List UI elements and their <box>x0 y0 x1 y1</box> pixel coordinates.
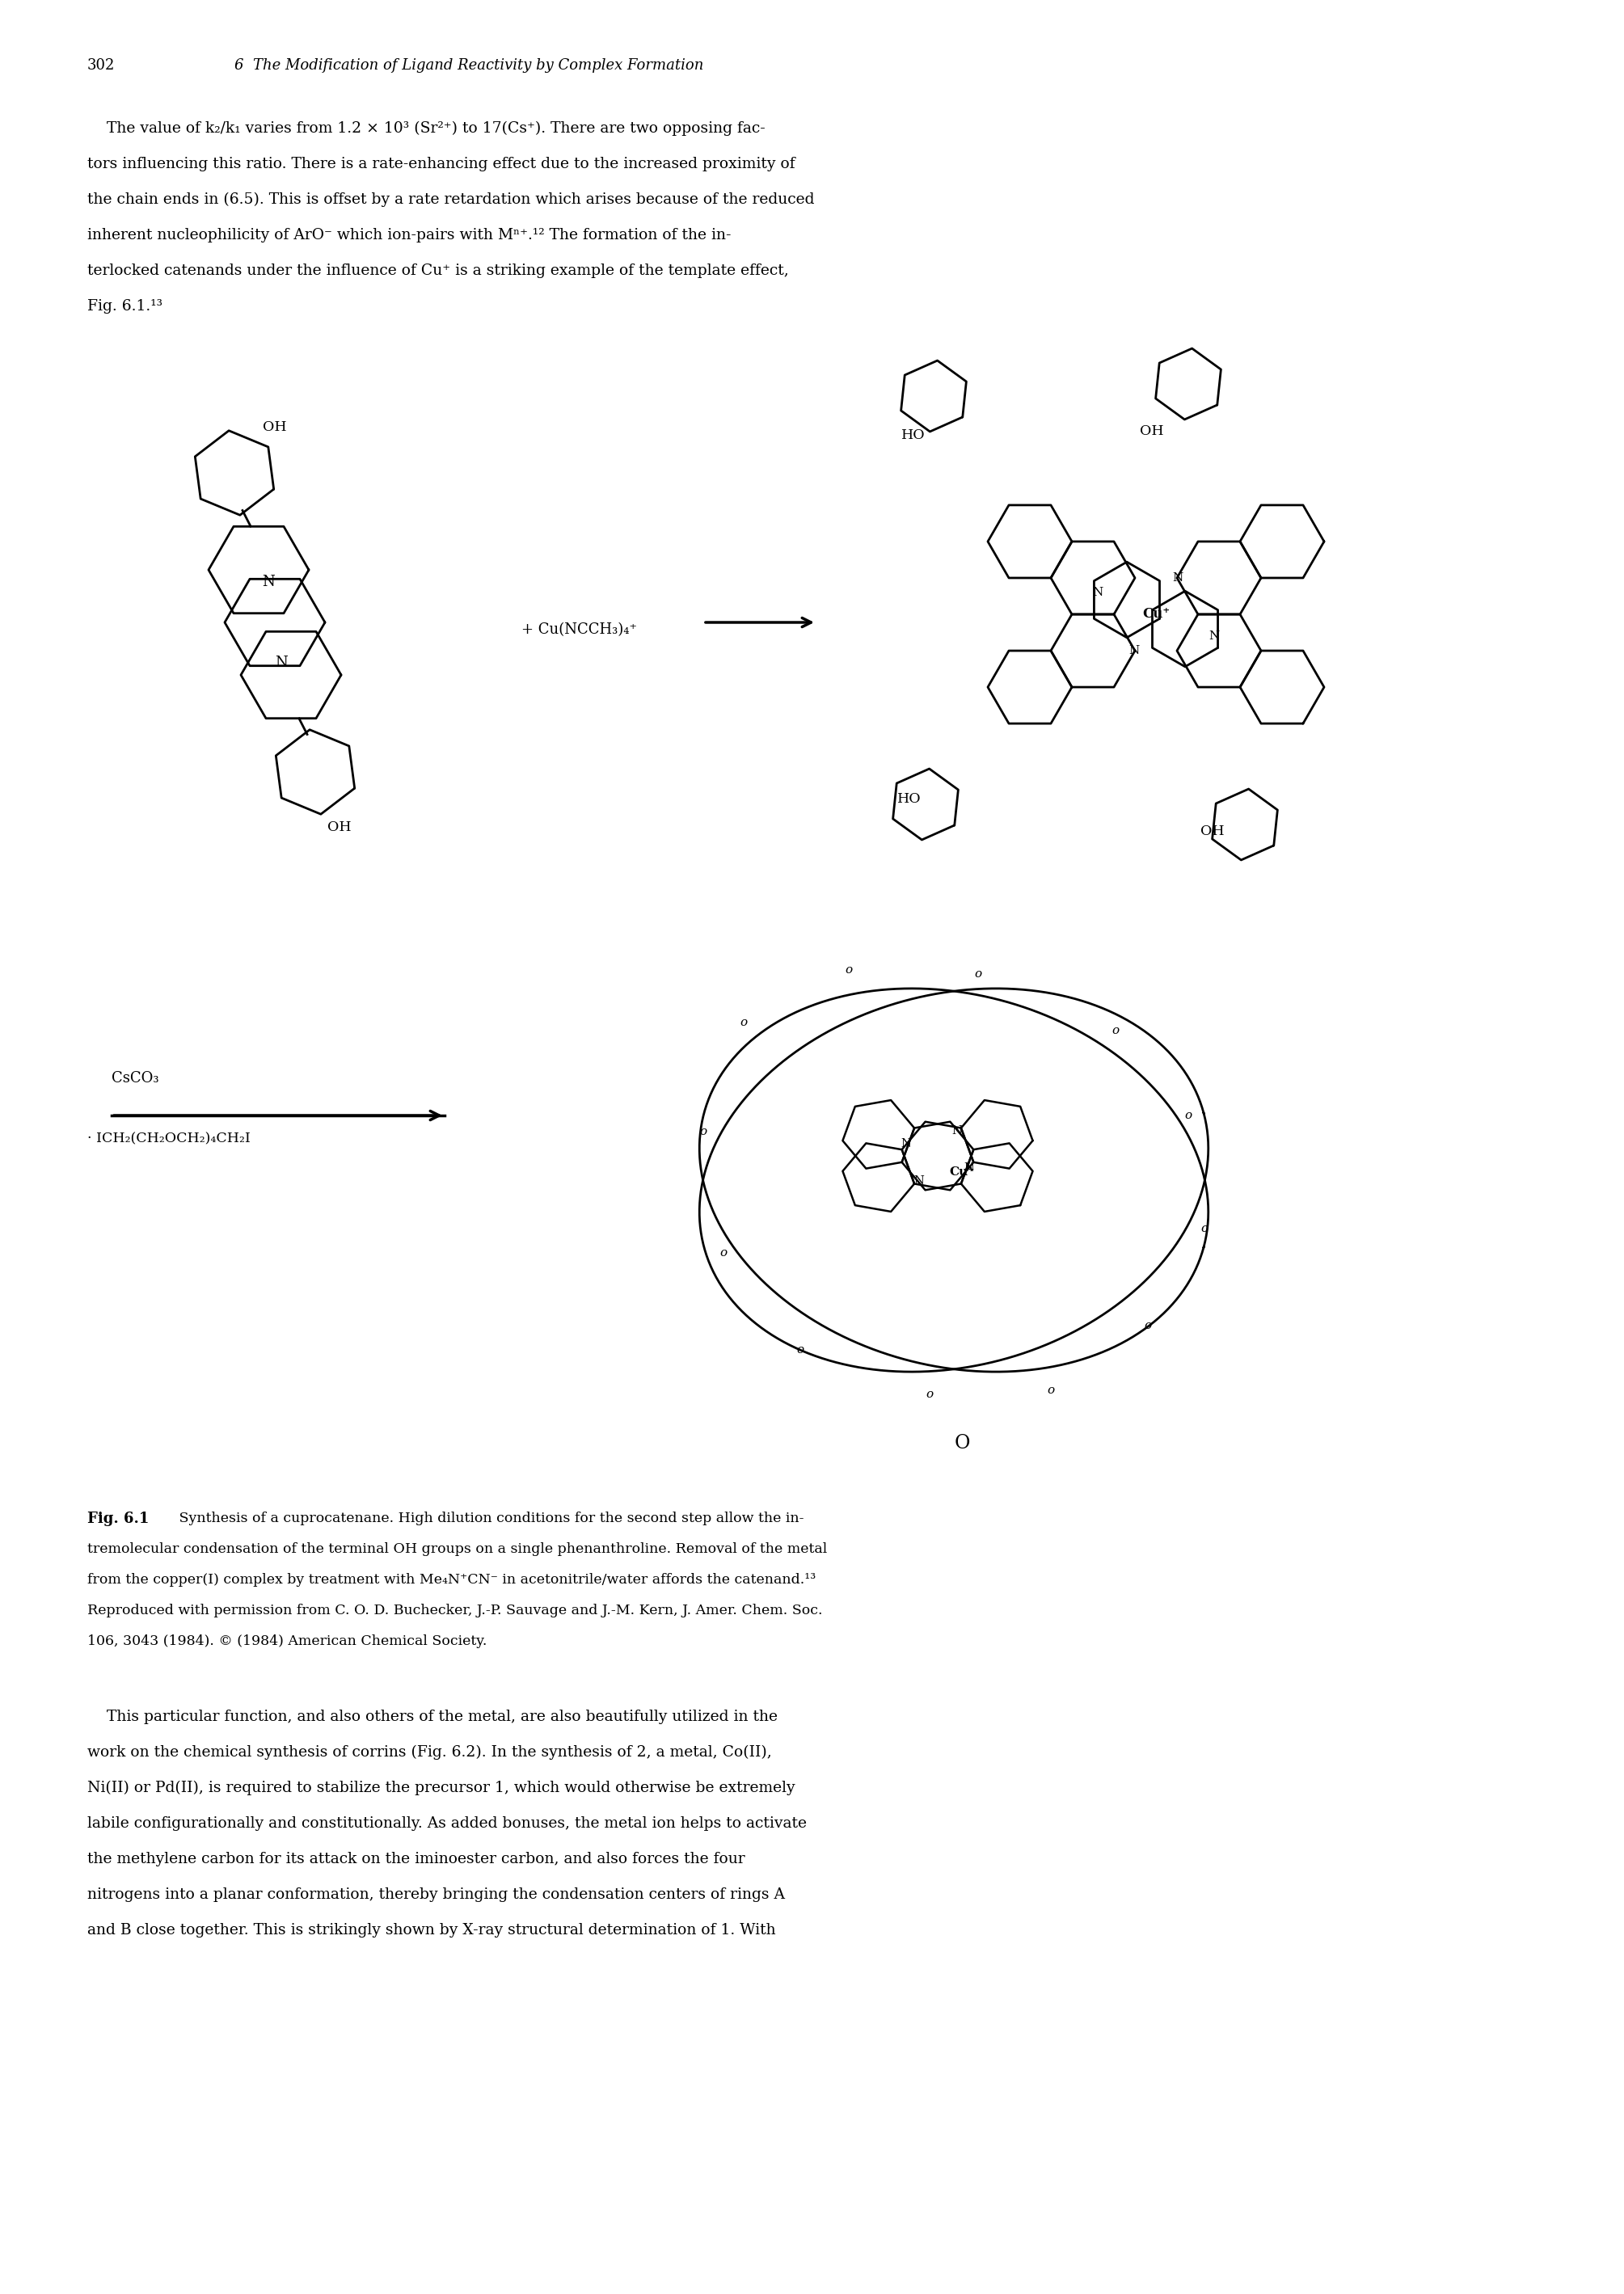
Text: o: o <box>741 1016 747 1028</box>
Text: N: N <box>261 576 274 590</box>
Text: Reproduced with permission from C. O. D. Buchecker, J.-P. Sauvage and J.-M. Kern: Reproduced with permission from C. O. D.… <box>88 1604 822 1617</box>
Text: The value of k₂/k₁ varies from 1.2 × 10³ (Sr²⁺) to 17(Cs⁺). There are two opposi: The value of k₂/k₁ varies from 1.2 × 10³… <box>88 122 765 135</box>
Text: terlocked catenands under the influence of Cu⁺ is a striking example of the temp: terlocked catenands under the influence … <box>88 264 789 278</box>
Text: tors influencing this ratio. There is a rate-enhancing effect due to the increas: tors influencing this ratio. There is a … <box>88 156 796 172</box>
Text: OH: OH <box>1140 424 1164 438</box>
Text: N: N <box>965 1163 974 1175</box>
Text: + Cu(NCCH₃)₄⁺: + Cu(NCCH₃)₄⁺ <box>521 622 637 638</box>
Text: · ICH₂(CH₂OCH₂)₄CH₂I: · ICH₂(CH₂OCH₂)₄CH₂I <box>88 1131 250 1145</box>
Text: N: N <box>1173 571 1184 583</box>
Text: tremolecular condensation of the terminal OH groups on a single phenanthroline. : tremolecular condensation of the termina… <box>88 1542 827 1555</box>
Text: inherent nucleophilicity of ArO⁻ which ion-pairs with Mⁿ⁺.¹² The formation of th: inherent nucleophilicity of ArO⁻ which i… <box>88 227 731 243</box>
Text: O: O <box>953 1434 970 1452</box>
Text: CsCO₃: CsCO₃ <box>112 1071 159 1085</box>
Text: labile configurationally and constitutionally. As added bonuses, the metal ion h: labile configurationally and constitutio… <box>88 1817 807 1831</box>
Text: HO: HO <box>898 791 921 805</box>
Text: o: o <box>1112 1025 1119 1037</box>
Text: HO: HO <box>901 429 926 443</box>
Text: OH: OH <box>263 420 287 434</box>
Text: o: o <box>797 1344 804 1356</box>
Text: N: N <box>901 1138 911 1149</box>
Text: o: o <box>700 1126 706 1138</box>
Text: o: o <box>1184 1110 1192 1122</box>
Text: OH: OH <box>328 821 351 835</box>
Text: Fig. 6.1: Fig. 6.1 <box>88 1512 149 1526</box>
Text: 6  The Modification of Ligand Reactivity by Complex Formation: 6 The Modification of Ligand Reactivity … <box>234 57 703 73</box>
Text: and B close together. This is strikingly shown by X-ray structural determination: and B close together. This is strikingly… <box>88 1922 776 1938</box>
Text: o: o <box>844 963 853 975</box>
Text: o: o <box>926 1388 934 1399</box>
Text: OH: OH <box>1200 824 1224 837</box>
Text: the chain ends in (6.5). This is offset by a rate retardation which arises becau: the chain ends in (6.5). This is offset … <box>88 193 814 206</box>
Text: N: N <box>914 1175 924 1186</box>
Text: Cu⁺: Cu⁺ <box>950 1165 974 1177</box>
Text: o: o <box>1200 1223 1208 1234</box>
Text: o: o <box>974 968 983 980</box>
Text: N: N <box>274 656 287 670</box>
Text: work on the chemical synthesis of corrins (Fig. 6.2). In the synthesis of 2, a m: work on the chemical synthesis of corrin… <box>88 1746 771 1759</box>
Text: This particular function, and also others of the metal, are also beautifully uti: This particular function, and also other… <box>88 1709 778 1725</box>
Text: Synthesis of a cuprocatenane. High dilution conditions for the second step allow: Synthesis of a cuprocatenane. High dilut… <box>175 1512 804 1526</box>
Text: the methylene carbon for its attack on the iminoester carbon, and also forces th: the methylene carbon for its attack on t… <box>88 1851 745 1867</box>
Text: N: N <box>1129 645 1140 656</box>
Text: 302: 302 <box>88 57 115 73</box>
Text: 106, 3043 (1984). © (1984) American Chemical Society.: 106, 3043 (1984). © (1984) American Chem… <box>88 1633 487 1647</box>
Text: N: N <box>1208 631 1220 642</box>
Text: N: N <box>952 1124 961 1136</box>
Text: nitrogens into a planar conformation, thereby bringing the condensation centers : nitrogens into a planar conformation, th… <box>88 1888 784 1902</box>
Text: Cu⁺: Cu⁺ <box>1142 608 1169 622</box>
Text: from the copper(I) complex by treatment with Me₄N⁺CN⁻ in acetonitrile/water affo: from the copper(I) complex by treatment … <box>88 1574 815 1587</box>
Text: o: o <box>1047 1386 1054 1397</box>
Text: N: N <box>1093 587 1103 599</box>
Text: Ni(II) or Pd(II), is required to stabilize the precursor 1, which would otherwis: Ni(II) or Pd(II), is required to stabili… <box>88 1780 796 1796</box>
Text: o: o <box>1145 1319 1151 1331</box>
Text: o: o <box>719 1248 728 1259</box>
Text: Fig. 6.1.¹³: Fig. 6.1.¹³ <box>88 298 162 314</box>
